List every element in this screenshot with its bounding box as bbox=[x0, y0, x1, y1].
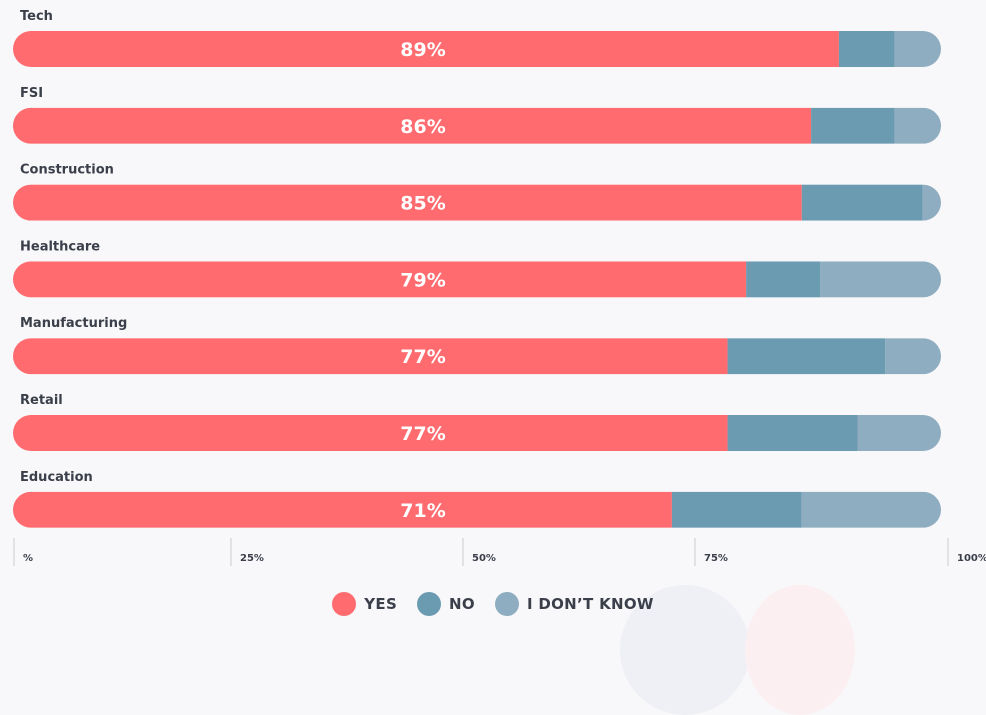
bar-segment-i-don-t-know-education bbox=[801, 491, 941, 528]
bar-segment-no-healthcare bbox=[746, 261, 821, 298]
bar-segment-yes-education bbox=[13, 491, 672, 528]
category-label-tech: Tech bbox=[20, 9, 53, 24]
bar-segment-yes-manufacturing bbox=[13, 338, 728, 375]
category-label-fsi: FSI bbox=[20, 86, 43, 101]
data-label-construction: 85% bbox=[400, 193, 445, 215]
bar-group-healthcare bbox=[13, 261, 941, 298]
stacked-bar-chart: Tech 89% FSI 86% Construction 85% Healthcare 79… bbox=[13, 9, 986, 566]
category-label-construction: Construction bbox=[20, 163, 114, 178]
bar-group-construction bbox=[13, 184, 941, 221]
bar-group-manufacturing bbox=[13, 338, 941, 375]
category-label-manufacturing: Manufacturing bbox=[20, 316, 127, 331]
legend-label-yes: YES bbox=[364, 595, 398, 613]
data-label-healthcare: 79% bbox=[400, 269, 445, 291]
bar-segment-no-construction bbox=[801, 184, 923, 221]
legend-label-no: NO bbox=[449, 595, 475, 613]
data-label-education: 71% bbox=[400, 500, 445, 522]
bar-group-fsi bbox=[13, 107, 941, 144]
bar-segment-no-fsi bbox=[811, 107, 895, 144]
bar-segment-no-tech bbox=[838, 31, 895, 67]
bar-group-education bbox=[13, 491, 941, 528]
x-tick-label-0: % bbox=[23, 553, 33, 564]
legend-swatch-no bbox=[417, 592, 442, 616]
category-label-education: Education bbox=[20, 470, 93, 485]
bar-group-retail bbox=[13, 415, 941, 451]
data-label-fsi: 86% bbox=[400, 116, 445, 138]
bar-segment-yes-tech bbox=[13, 31, 839, 67]
category-label-healthcare: Healthcare bbox=[20, 239, 100, 254]
bar-segment-yes-retail bbox=[13, 415, 728, 451]
bar-segment-i-don-t-know-healthcare bbox=[820, 261, 941, 298]
bar-segment-i-don-t-know-construction bbox=[922, 184, 941, 221]
x-tick-label-75: 75% bbox=[704, 553, 728, 564]
bar-segment-i-don-t-know-retail bbox=[857, 415, 941, 451]
bar-segment-yes-construction bbox=[13, 184, 802, 221]
data-label-retail: 77% bbox=[400, 423, 445, 445]
legend-item-dont-know[interactable]: I DON’T KNOW bbox=[494, 592, 654, 616]
data-label-manufacturing: 77% bbox=[400, 346, 445, 368]
legend-swatch-yes bbox=[332, 592, 357, 616]
category-label-retail: Retail bbox=[20, 393, 63, 408]
data-label-tech: 89% bbox=[400, 39, 445, 61]
legend-item-yes[interactable]: YES bbox=[332, 592, 397, 616]
bar-segment-i-don-t-know-fsi bbox=[894, 107, 941, 144]
x-tick-label-100: 100% bbox=[957, 553, 986, 564]
legend-item-no[interactable]: NO bbox=[417, 592, 475, 616]
x-tick-label-50: 50% bbox=[472, 553, 496, 564]
bar-segment-yes-healthcare bbox=[13, 261, 747, 298]
bar-segment-i-don-t-know-tech bbox=[894, 31, 941, 67]
bar-group-tech bbox=[13, 31, 941, 67]
bar-segment-no-education bbox=[671, 491, 802, 528]
x-tick-label-25: 25% bbox=[240, 553, 264, 564]
bar-segment-no-retail bbox=[727, 415, 858, 451]
bar-segment-yes-fsi bbox=[13, 107, 812, 144]
bar-segment-i-don-t-know-manufacturing bbox=[885, 338, 941, 375]
legend-swatch-dont-know bbox=[494, 592, 519, 616]
legend-label-dont-know: I DON’T KNOW bbox=[526, 595, 654, 613]
chart-legend: YES NO I DON’T KNOW bbox=[0, 590, 986, 618]
bar-segment-no-manufacturing bbox=[727, 338, 886, 375]
